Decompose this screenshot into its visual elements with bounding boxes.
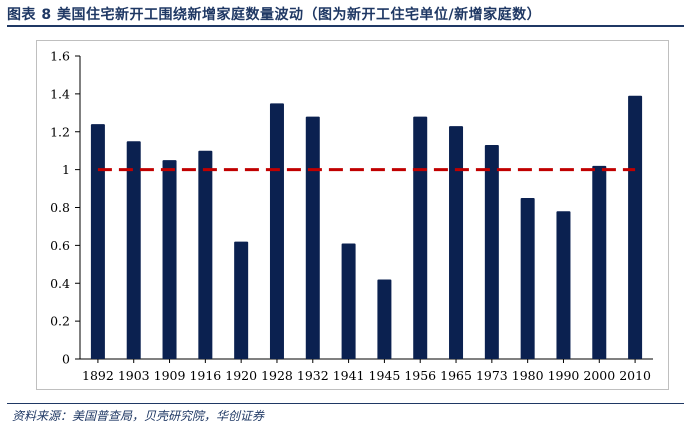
bar-1932 [305, 116, 320, 359]
bar-1980 [520, 198, 535, 359]
bar-1941 [341, 243, 356, 359]
x-axis: 1892 1903 1909 1916 1920 1928 1932 1941 1945 1956… [80, 358, 653, 383]
y-tick-label: 1.4 [50, 86, 70, 101]
bar-1892 [90, 124, 105, 359]
bar-2010 [628, 95, 643, 360]
title-rule [7, 25, 684, 27]
x-tick-label: 1892 [82, 368, 114, 383]
y-tick-label: 0 [62, 352, 70, 367]
bar-1920 [234, 241, 249, 359]
x-tick-label: 1909 [154, 368, 186, 383]
x-tick-label: 1956 [404, 368, 436, 383]
bar-1965 [449, 126, 464, 359]
x-tick-label: 1920 [225, 368, 257, 383]
x-tick-label: 1932 [297, 368, 329, 383]
x-tick-label: 1945 [369, 368, 401, 383]
x-tick-label: 1973 [476, 368, 508, 383]
x-tick-label: 2010 [619, 368, 651, 383]
y-tick-label: 1 [62, 162, 70, 177]
chart-frame [36, 40, 669, 390]
y-tick-label: 1.2 [50, 124, 70, 139]
x-tick-label: 1916 [189, 368, 221, 383]
x-tick-label: 1990 [548, 368, 580, 383]
x-tick-label: 1980 [512, 368, 544, 383]
x-tick-label: 1928 [261, 368, 293, 383]
source-rule [7, 403, 684, 404]
bar-1916 [198, 150, 213, 359]
bar-1973 [484, 145, 499, 359]
bar-1903 [126, 141, 141, 359]
y-tick-label: 1.6 [50, 49, 70, 64]
x-tick-label: 1965 [440, 368, 472, 383]
bar-series [90, 95, 643, 360]
y-tick-label: 0.4 [50, 276, 70, 291]
bar-1945 [377, 279, 392, 359]
figure-title: 图表 8 美国住宅新开工围绕新增家庭数量波动（图为新开工住宅单位/新增家庭数） [7, 7, 542, 23]
x-tick-label: 2000 [583, 368, 615, 383]
bar-1990 [556, 211, 571, 359]
x-tick-label: 1941 [333, 368, 365, 383]
y-axis: 0 0.2 0.4 0.6 0.8 1 1.2 1.4 1.6 [50, 49, 81, 367]
y-tick-label: 0.8 [50, 200, 70, 215]
bar-1928 [269, 103, 284, 359]
y-tick-label: 0.2 [50, 314, 70, 329]
bar-2000 [592, 165, 607, 359]
source-note: 资料来源：美国普查局，贝壳研究院，华创证券 [12, 409, 265, 423]
bar-1956 [413, 116, 428, 359]
x-tick-label: 1903 [118, 368, 150, 383]
y-tick-label: 0.6 [50, 238, 70, 253]
bar-1909 [162, 160, 177, 359]
